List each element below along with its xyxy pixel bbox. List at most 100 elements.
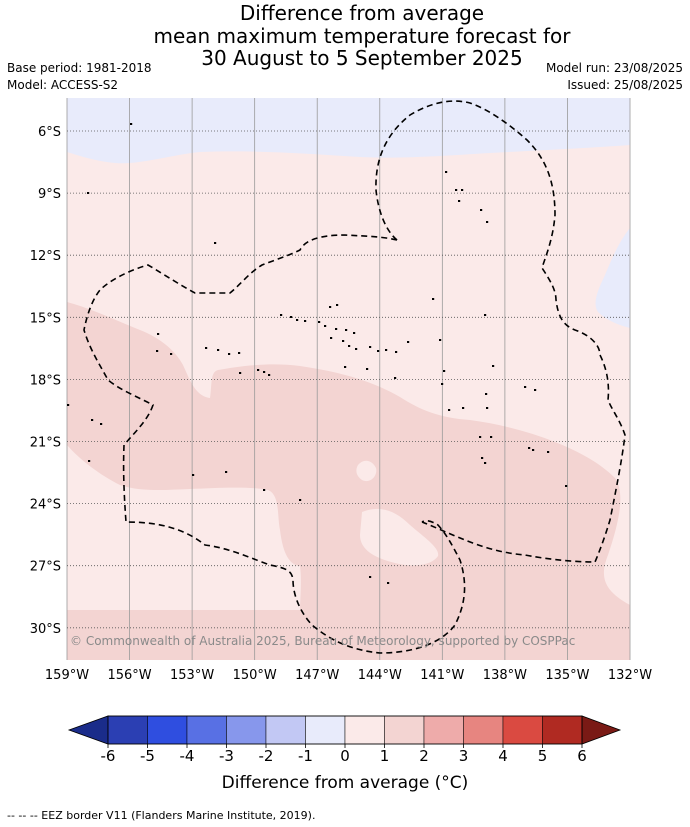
island-mark [369,576,372,578]
island-mark [448,409,451,411]
model-run-text: Model run: 23/08/2025 [545,61,683,75]
island-mark [486,221,489,223]
colorbar-tick-labels: -6 -5 -4 -3 -2 -1 0 1 2 3 4 5 6 [101,744,587,765]
island-mark [335,328,338,330]
longitude-tick-label: 156°W [107,668,151,683]
issued-date-text: Issued: 25/08/2025 [567,78,683,92]
anomaly-band-minus1-to-0-east [595,228,630,328]
island-mark [565,485,568,487]
latitude-tick-label: 9°S [38,187,61,202]
copyright-credit: © Commonwealth of Australia 2025, Bureau… [70,634,576,648]
island-mark [238,352,241,354]
colorbar-swatch [384,715,425,745]
eez-border-north [375,100,626,563]
island-mark [481,457,484,459]
colorbar-tick-label: -3 [219,747,234,765]
longitude-tick-label: 144°W [358,668,402,683]
island-mark [100,423,103,425]
island-mark [157,333,160,335]
longitude-tick-label: 147°W [295,668,339,683]
title-line-2: mean maximum temperature forecast for [153,23,571,48]
colorbar-tick-label: 3 [459,747,469,765]
base-period-text: Base period: 1981-2018 [7,61,152,75]
chart-title: Difference from average mean maximum tem… [0,2,690,70]
eez-borders [83,100,626,654]
anomaly-hole-small [356,460,377,482]
colorbar-tick-label: -2 [259,747,274,765]
latitude-tick-label: 15°S [30,311,61,326]
title-line-3: 30 August to 5 September 2025 [201,46,523,70]
colorbar-tick-label: 4 [498,747,508,765]
colorbar-tick-label: -6 [101,747,116,765]
island-mark [524,386,527,388]
colorbar-swatch [305,715,346,745]
island-mark [263,489,266,491]
island-mark [257,369,260,371]
colorbar-tick-label: -1 [298,747,313,765]
colorbar-swatch [423,715,464,745]
model-info: Base period: 1981-2018 Model: ACCESS-S2 [7,60,152,94]
island-mark [336,304,339,306]
island-mark [348,345,351,347]
latitude-tick-label: 6°S [38,125,61,140]
island-mark [485,393,488,395]
island-mark [228,353,231,355]
island-mark [330,337,333,339]
colorbar [67,715,622,745]
island-mark [296,319,299,321]
island-mark [528,447,531,449]
island-mark [492,365,495,367]
island-mark [329,306,332,308]
colorbar-title: Difference from average (°C) [221,773,469,793]
island-mark [439,339,442,341]
colorbar-tick-label: -5 [140,747,155,765]
island-mark [192,474,195,476]
island-mark [484,314,487,316]
island-mark [532,449,535,451]
colorbar-tick-label: 6 [577,747,587,765]
colorbar-swatch [344,715,385,745]
run-info: Model run: 23/08/2025 Issued: 25/08/2025 [546,60,683,94]
island-mark [156,350,159,352]
longitude-tick-label: 132°W [608,668,652,683]
island-mark [67,404,70,406]
colorbar-swatch [226,715,267,745]
colorbar-tick-label: 5 [538,747,548,765]
island-mark [377,350,380,352]
island-mark [385,349,388,351]
eez-source-note: -- -- -- EEZ border V11 (Flanders Marine… [7,809,316,822]
colorbar-swatch [265,715,306,745]
latitude-tick-label: 24°S [30,498,61,513]
island-mark [479,436,482,438]
colorbar-tick-label: -4 [180,747,195,765]
island-mark [462,407,465,409]
island-mark [342,340,345,342]
longitude-tick-label: 150°W [233,668,277,683]
island-mark [455,189,458,191]
latitude-tick-label: 30°S [30,622,61,637]
islands [67,123,568,584]
latitude-tick-label: 12°S [30,249,61,264]
island-mark [355,348,358,350]
island-mark [205,347,208,349]
colorbar-swatch [186,715,227,745]
island-mark [369,346,372,348]
island-mark [280,314,283,316]
island-mark [441,383,444,385]
island-mark [87,192,90,194]
anomaly-hole-west [67,445,301,610]
island-mark [304,320,307,322]
colorbar-tick-label: 2 [419,747,429,765]
longitude-tick-label: 135°W [545,668,589,683]
graticule [66,98,631,660]
colorbar-tick-label: 0 [340,747,350,765]
island-mark [394,377,397,379]
island-mark [490,436,493,438]
island-mark [458,200,461,202]
island-mark [88,460,91,462]
island-mark [345,329,348,331]
longitude-tick-label: 159°W [45,668,89,683]
island-mark [318,321,321,323]
island-mark [387,582,390,584]
